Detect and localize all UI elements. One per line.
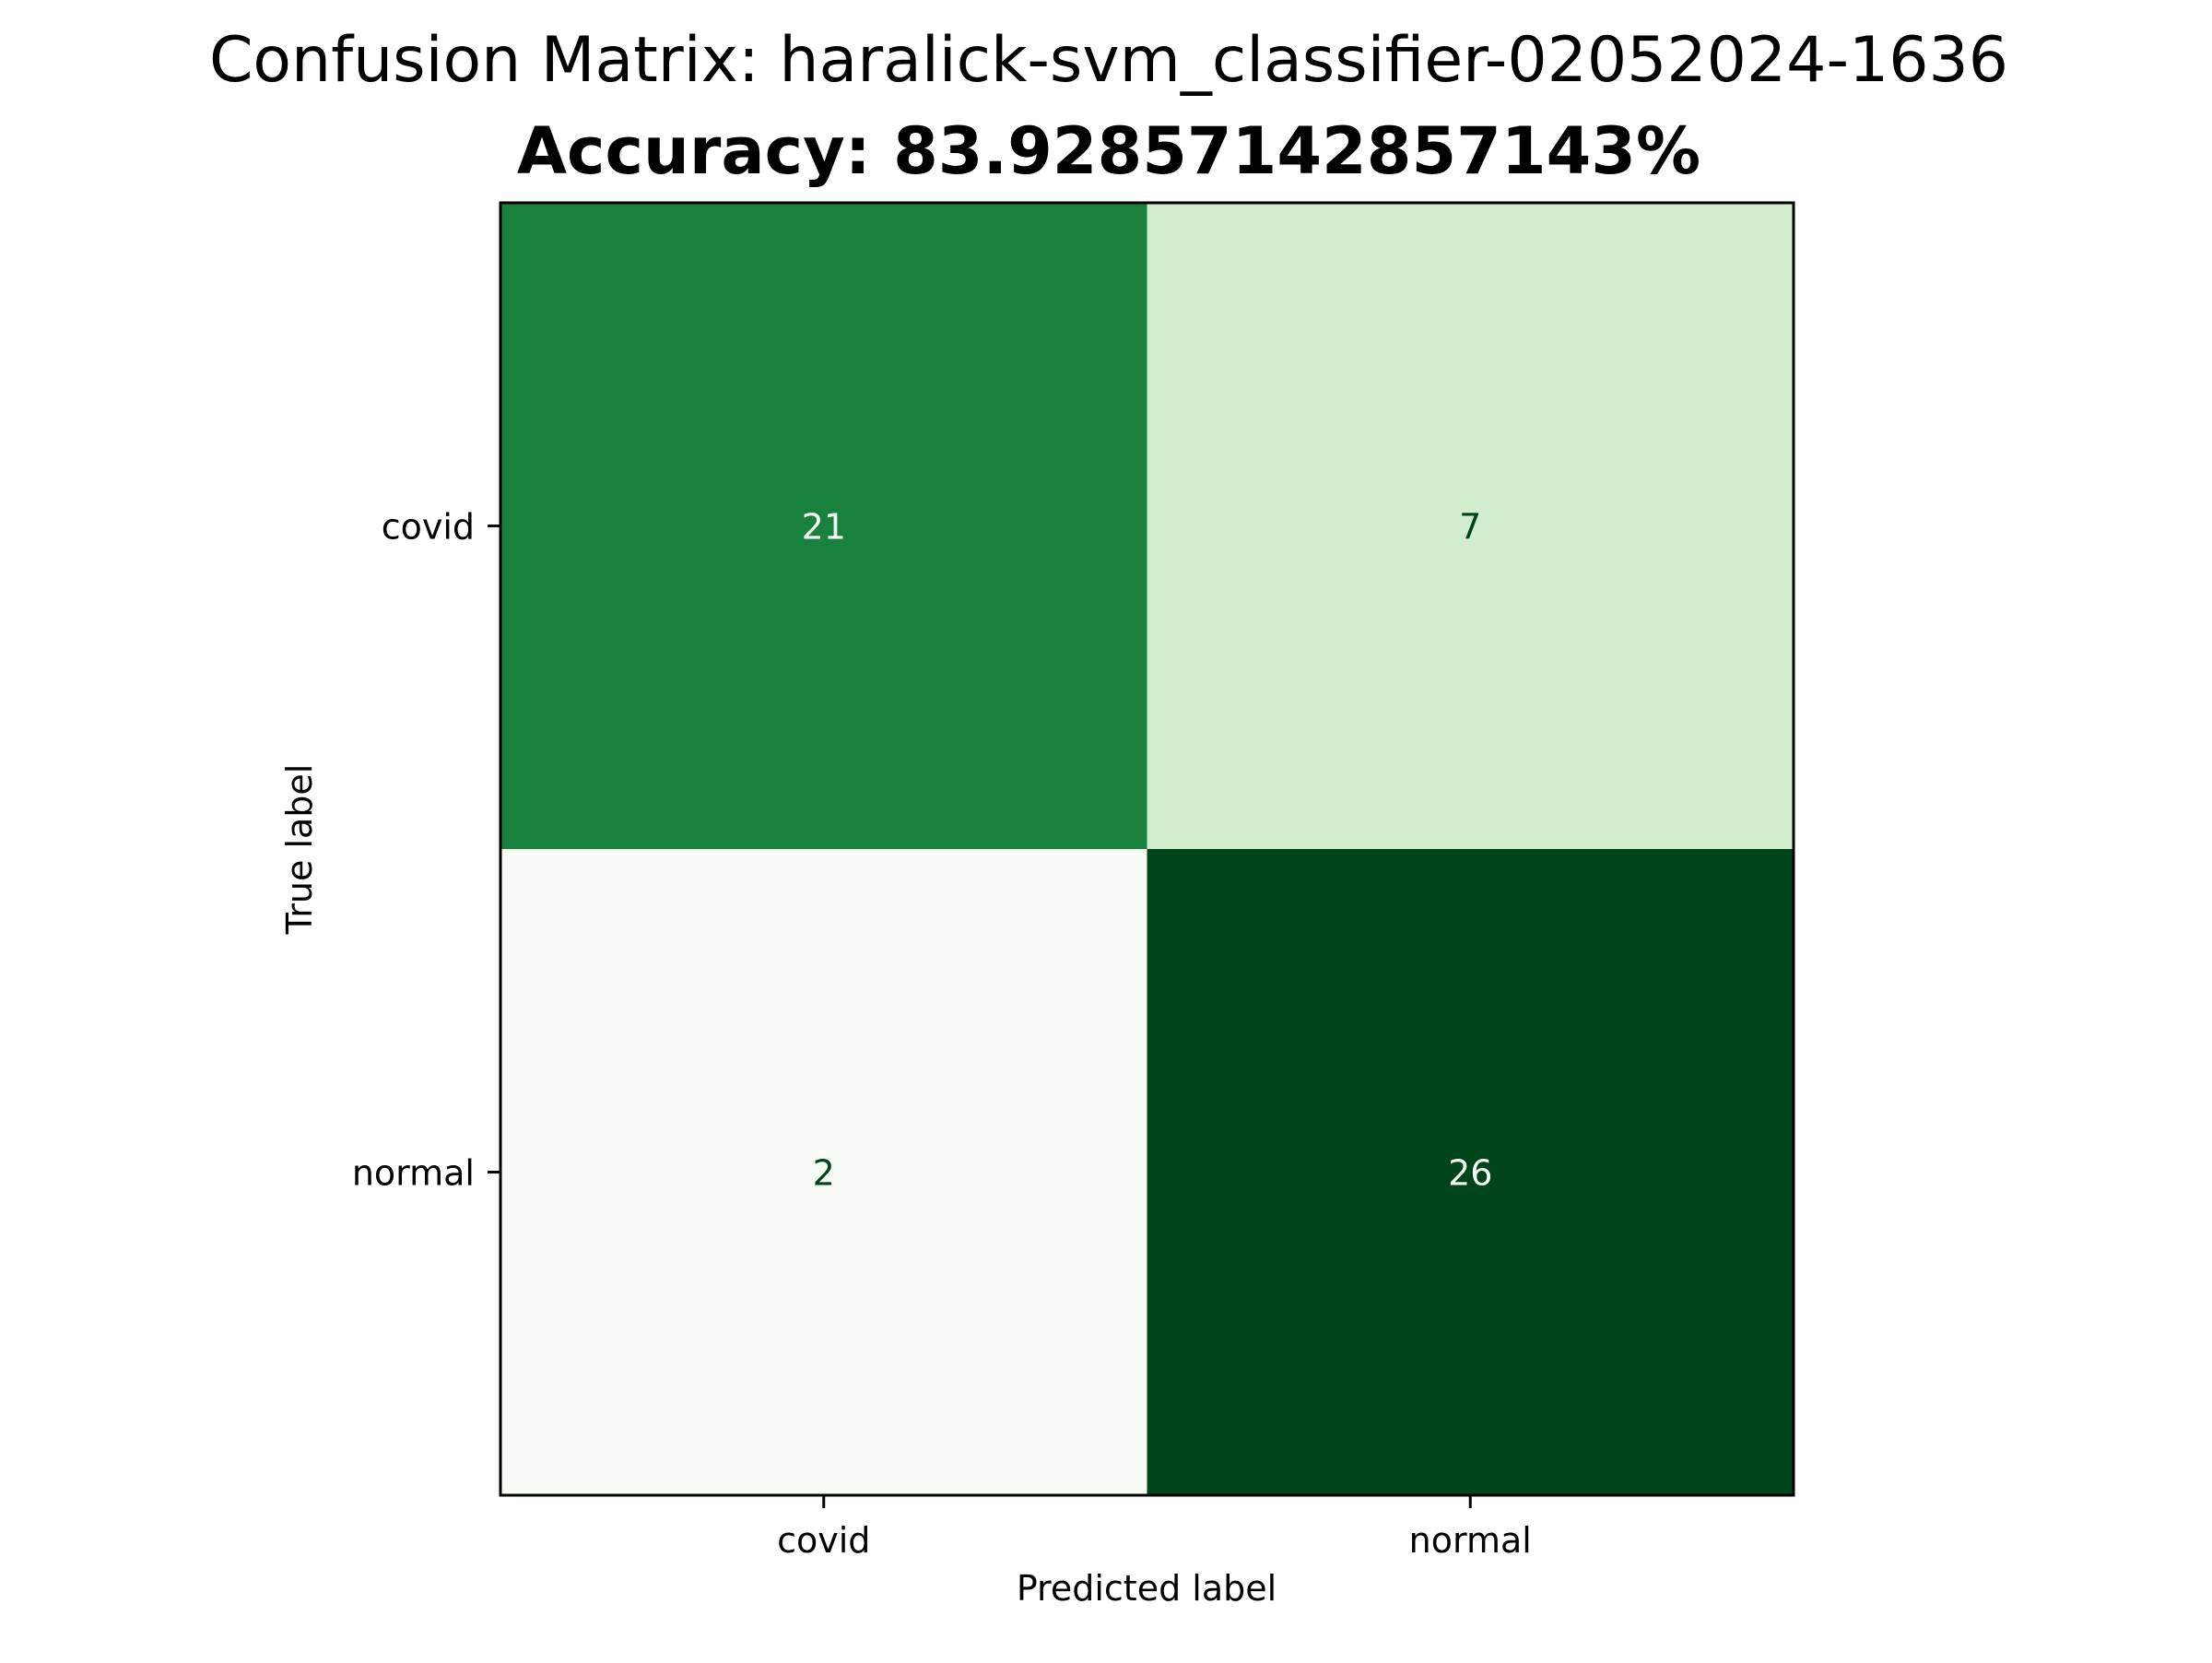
matrix-cells [500,203,1794,1495]
matrix-cell-value: 26 [1448,1153,1492,1194]
matrix-cell-value: 21 [802,507,846,548]
y-axis-label: True label [279,764,320,936]
x-tick-label: covid [777,1520,870,1561]
matrix-cell-value: 2 [813,1153,835,1194]
chart-subtitle: Accuracy: 83.92857142857143% [517,113,1700,189]
matrix-cell-labels: 21 7 2 26 [802,507,1493,1194]
matrix-cell-covid-normal [1147,203,1794,849]
matrix-cell-value: 7 [1459,507,1481,548]
x-axis-label: Predicted label [1017,1568,1277,1609]
y-axis-ticks: covid normal [352,507,500,1194]
x-tick-label: normal [1409,1520,1532,1561]
x-axis-ticks: covid normal [777,1495,1532,1561]
chart-title: Confusion Matrix: haralick-svm_classifie… [209,24,2008,97]
matrix-cell-normal-normal [1147,849,1794,1495]
matrix-cell-normal-covid [500,849,1147,1495]
plot-frame [499,201,1795,1497]
matrix-cell-covid-covid [500,203,1147,849]
y-tick-label: covid [382,507,475,548]
y-tick-label: normal [352,1153,475,1194]
